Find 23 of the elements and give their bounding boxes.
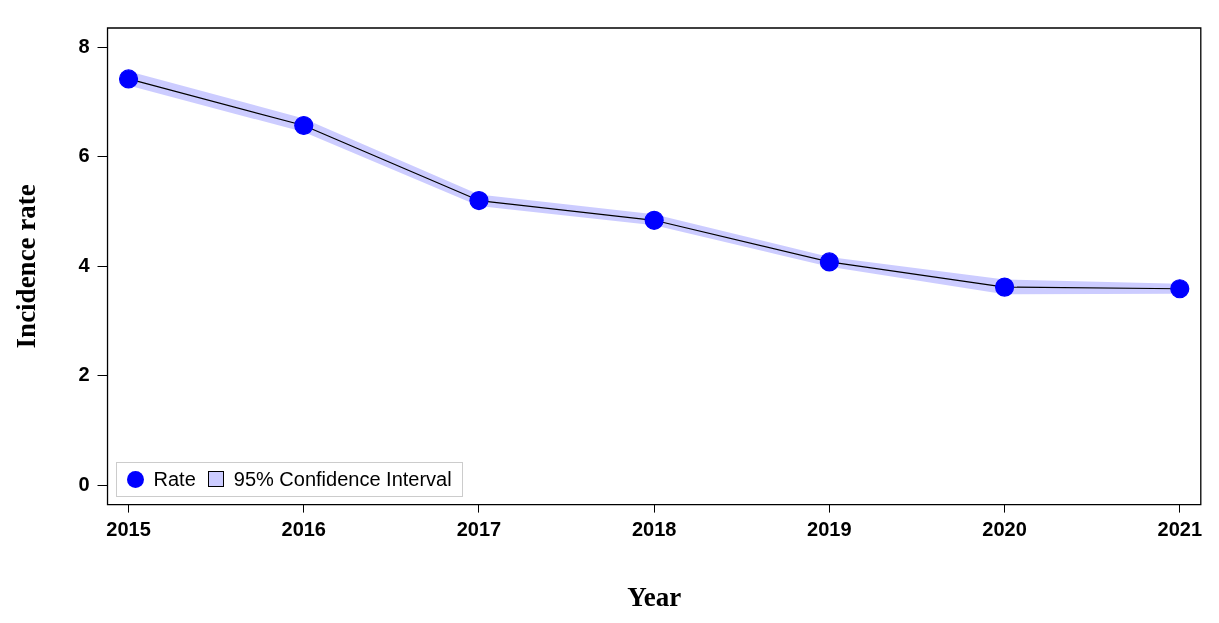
y-tick-label: 6	[78, 144, 90, 167]
x-tick-label: 2020	[982, 518, 1027, 541]
x-tick-label: 2017	[456, 518, 502, 541]
x-axis-title: Year	[627, 581, 682, 612]
y-tick-label: 4	[78, 253, 91, 276]
annotation: 95% Confidence Interval	[233, 467, 452, 491]
y-tick-label: 2	[78, 363, 90, 386]
point	[118, 69, 139, 89]
point	[994, 277, 1015, 297]
point	[644, 210, 664, 230]
y-tick-label: 8	[78, 34, 90, 57]
x-tick-label: 2016	[281, 518, 326, 541]
point	[469, 190, 489, 211]
y-axis-title: Incidence rate	[11, 184, 42, 349]
y-tick-label: 0	[78, 472, 90, 495]
x-tick-label: 2019	[807, 518, 852, 541]
x-tick-label: 2021	[1157, 518, 1203, 541]
point	[1170, 279, 1190, 299]
legend-label: Rate	[153, 467, 196, 491]
point	[819, 252, 839, 272]
x-tick-label: 2015	[106, 518, 151, 541]
point	[294, 115, 314, 136]
x-tick-label: 2018	[631, 518, 677, 541]
